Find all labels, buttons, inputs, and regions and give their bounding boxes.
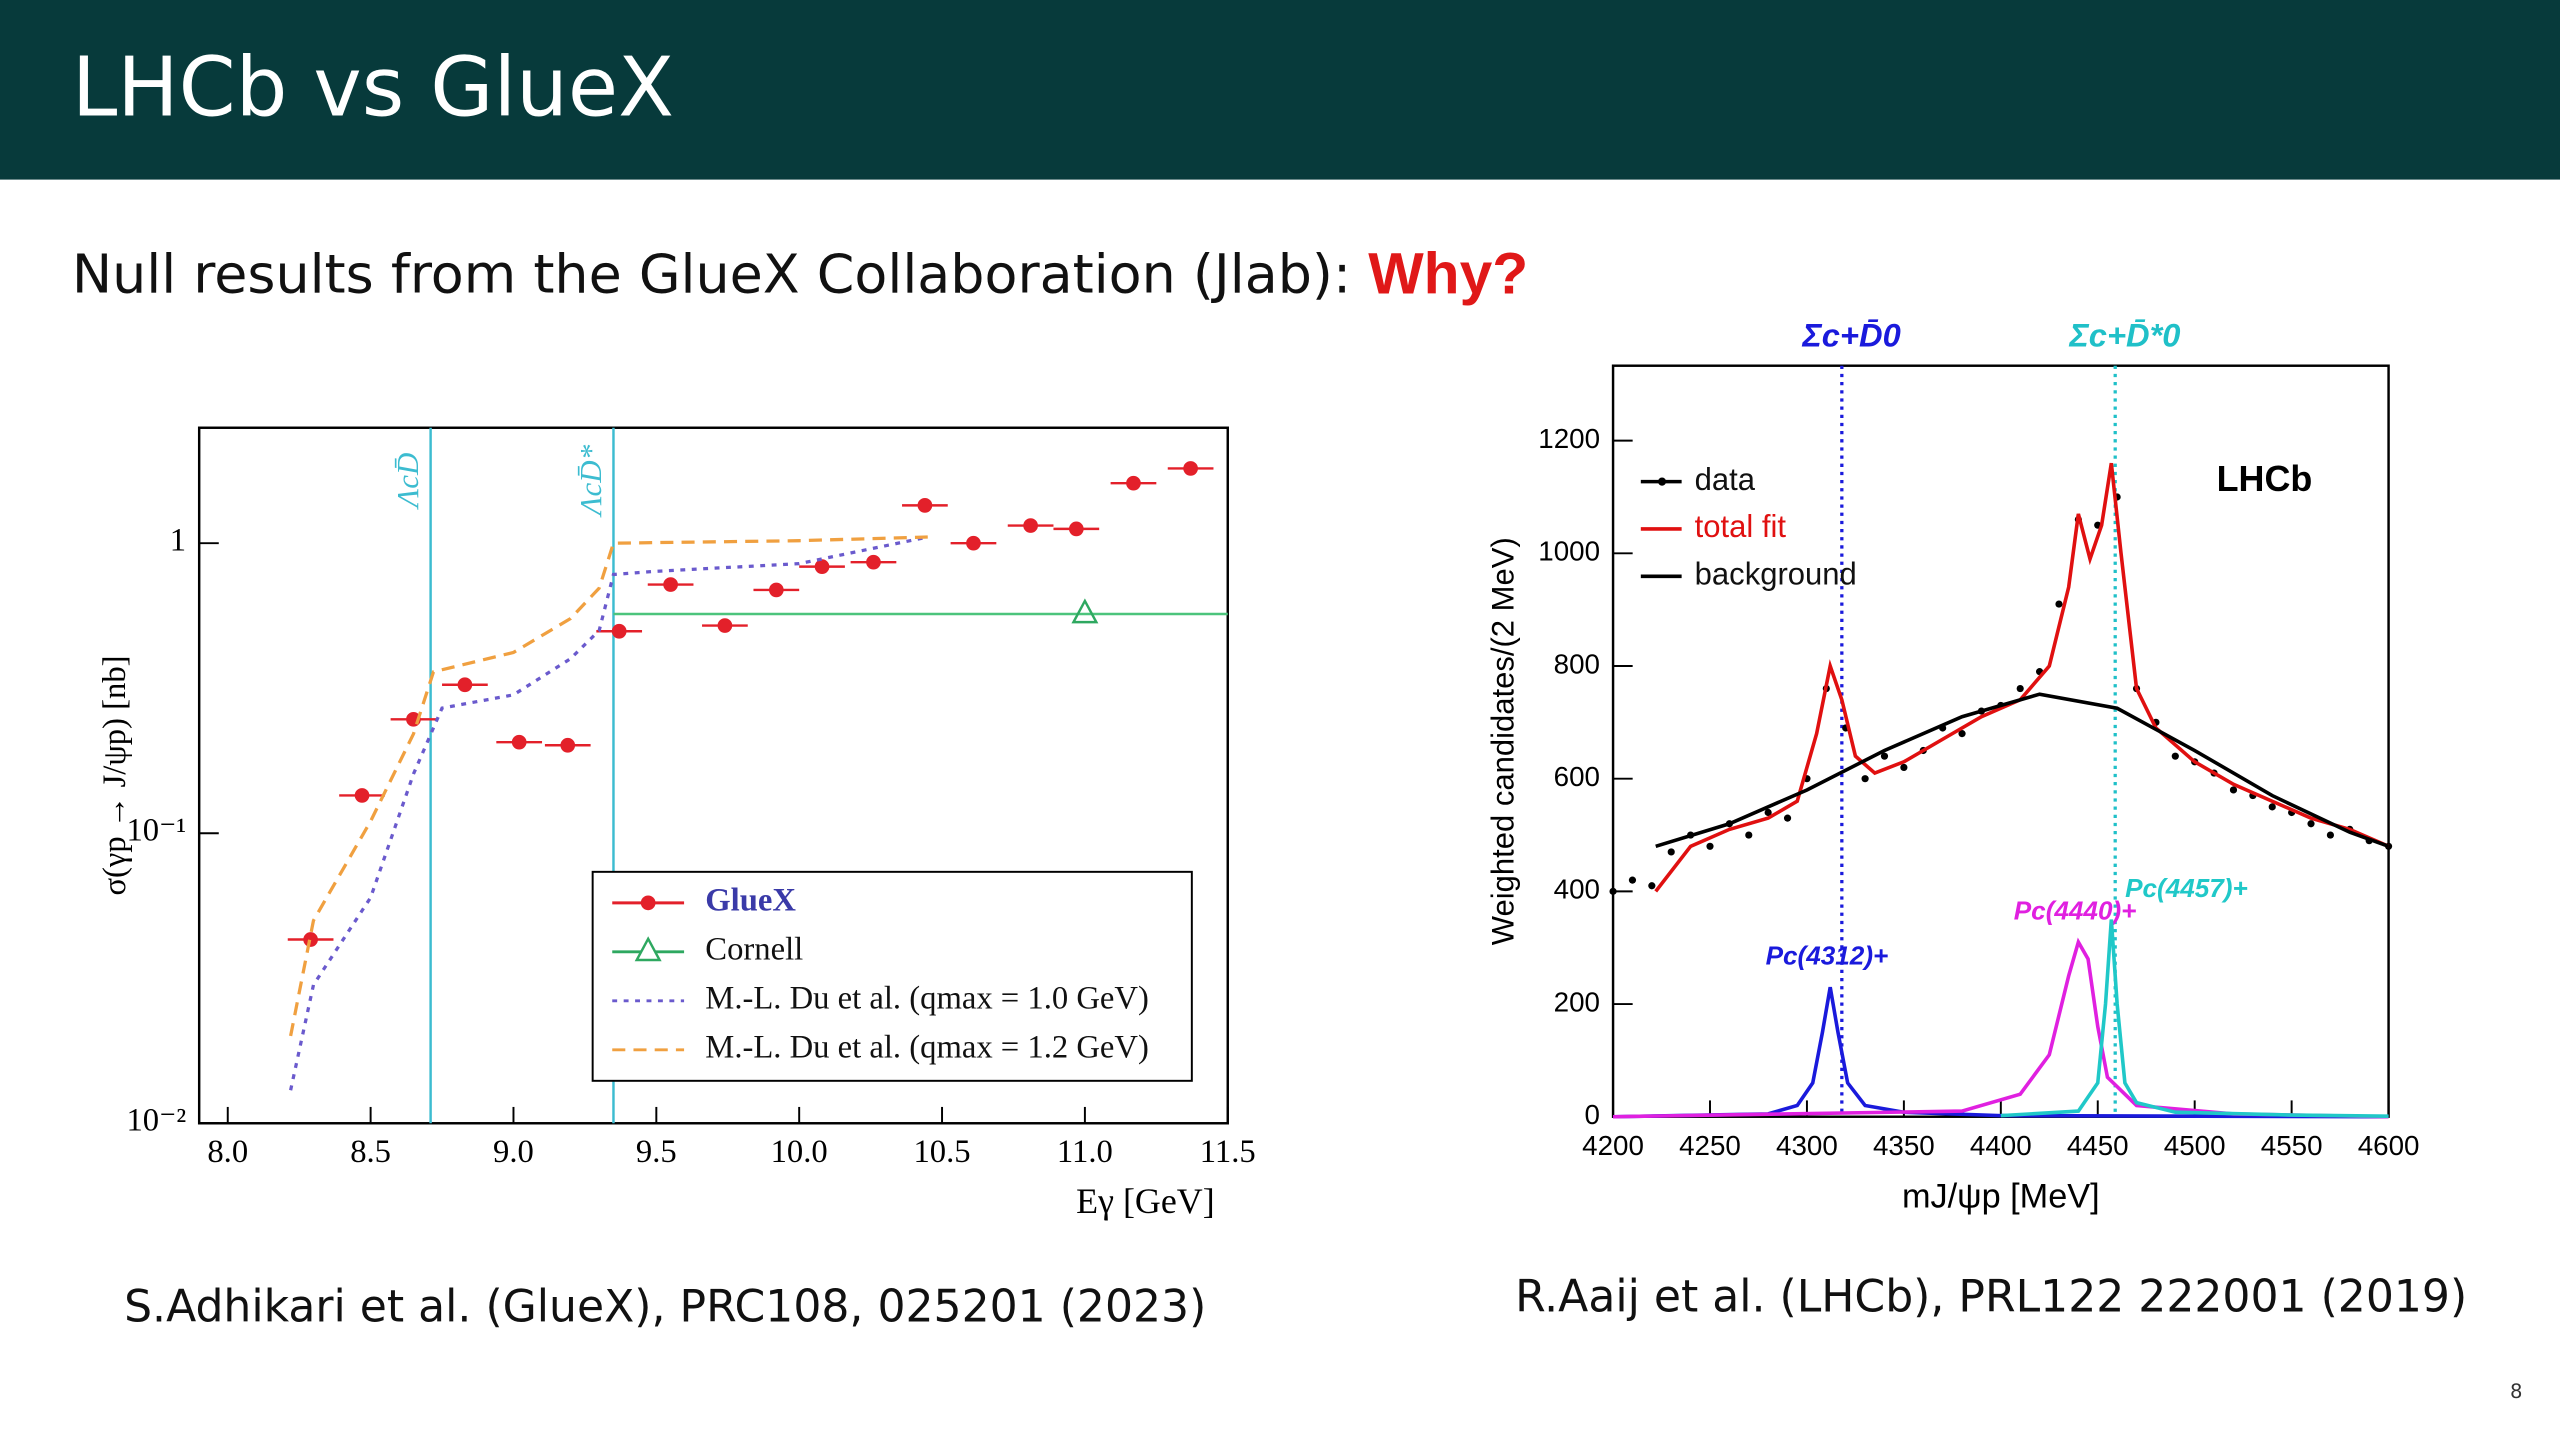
y-tick-label: 400: [1554, 874, 1600, 905]
data-point: [1861, 775, 1869, 783]
data-point: [1958, 730, 1966, 738]
data-point: [2171, 752, 2179, 760]
y-tick-label: 600: [1554, 761, 1600, 792]
x-tick-label: 9.0: [493, 1134, 534, 1170]
y-tick-label: 800: [1554, 648, 1600, 679]
peak-label: Pc(4457)+: [2125, 873, 2248, 903]
peak-label: Pc(4440)+: [2014, 896, 2137, 926]
x-tick-label: 4600: [2358, 1130, 2420, 1161]
caption: S.Adhikari et al. (GlueX), PRC108, 02520…: [124, 1281, 1206, 1332]
data-point: [1900, 763, 1908, 772]
plot-frame: [197, 426, 1229, 1125]
x-tick-label: 9.5: [636, 1134, 677, 1170]
legend-marker: [640, 895, 656, 911]
y-tick-label: 1000: [1538, 536, 1600, 567]
peak-label: Pc(4312)+: [1766, 941, 1889, 971]
subtitle-emphasis: Why?: [1368, 241, 1528, 306]
series-line: [1613, 986, 2389, 1119]
data-point: [2268, 803, 2276, 811]
chart: 8.0 8.5 9.0 9.5 10.0 10.5 11.0 11.5 10⁻² 10⁻¹ 1 Eγ …: [97, 426, 1256, 1221]
legend-marker: [634, 936, 662, 962]
data-point: [1609, 887, 1617, 895]
legend-label: M.-L. Du et al. (qmax = 1.0 GeV): [705, 980, 1149, 1016]
x-tick-label: 4550: [2261, 1130, 2323, 1161]
legend-label: GlueX: [705, 882, 796, 918]
y-tick-label: 10⁻²: [126, 1103, 186, 1139]
x-axis-label: Eγ [GeV]: [1076, 1181, 1215, 1221]
series-line: [1613, 937, 2389, 1119]
x-tick-label: 4450: [2067, 1130, 2129, 1161]
subtitle-text: Null results from the GlueX Collaboratio…: [72, 242, 1368, 305]
x-tick-label: 11.0: [1057, 1134, 1113, 1170]
x-tick-label: 4500: [2164, 1130, 2226, 1161]
series-line: [289, 535, 928, 1037]
legend-label: background: [1695, 557, 1857, 592]
chart: 4200 4250 4300 4350 4400 4450 4500 4550 4600 0 200…: [1485, 317, 2419, 1216]
legend-box: [591, 870, 1193, 1082]
x-tick-label: 4200: [1582, 1130, 1644, 1161]
slide-title: LHCb vs GlueX: [72, 41, 674, 136]
y-tick-label: 1: [170, 523, 186, 559]
data-point: [1783, 814, 1792, 822]
x-tick-label: 10.5: [913, 1134, 970, 1170]
reference-label: ΛcD̄: [390, 453, 425, 511]
legend-label: Cornell: [705, 931, 803, 967]
reference-label: ΛcD̄*: [573, 444, 608, 518]
legend-label: total fit: [1695, 509, 1787, 544]
data-point: [2016, 684, 2024, 693]
data-point: [1667, 848, 1675, 856]
y-axis-label: Weighted candidates/(2 MeV): [1485, 537, 1520, 945]
y-tick-label: 1200: [1538, 423, 1600, 454]
x-tick-label: 11.5: [1200, 1134, 1256, 1170]
x-tick-label: 8.0: [207, 1134, 248, 1170]
data-point: [1706, 842, 1714, 850]
data-point: [1880, 752, 1889, 760]
legend-label: data: [1695, 462, 1756, 497]
series-line: [1654, 462, 2390, 893]
caption: R.Aaij et al. (LHCb), PRL122 222001 (201…: [1515, 1272, 2467, 1323]
y-tick-label: 0: [1585, 1099, 1600, 1130]
data-point: [2307, 820, 2315, 828]
data-point: [1745, 831, 1753, 839]
data-point: [1648, 882, 1656, 890]
x-tick-label: 10.0: [771, 1134, 828, 1170]
header-bar: [0, 0, 2560, 180]
x-tick-label: 4250: [1679, 1130, 1741, 1161]
series-line: [2000, 919, 2389, 1118]
x-tick-label: 4300: [1776, 1130, 1838, 1161]
reference-label: Σc+D̄0: [1802, 317, 1901, 354]
data-point: [2055, 600, 2063, 608]
data-point: [1071, 598, 1099, 624]
x-tick-label: 4350: [1873, 1130, 1935, 1161]
x-tick-label: 4400: [1970, 1130, 2032, 1161]
legend-marker: [1657, 477, 1667, 486]
data-point: [2326, 831, 2334, 839]
x-tick-label: 8.5: [350, 1134, 391, 1170]
data-point: [1764, 808, 1772, 817]
series-line: [1655, 692, 2390, 849]
y-tick-label: 10⁻¹: [126, 813, 186, 849]
data-point: [2229, 786, 2238, 794]
subtitle: Null results from the GlueX Collaboratio…: [72, 241, 1528, 306]
legend-label: M.-L. Du et al. (qmax = 1.2 GeV): [705, 1029, 1149, 1065]
series-line: [289, 535, 929, 1091]
y-tick-label: 200: [1554, 986, 1600, 1017]
data-point: [1628, 876, 1637, 884]
x-axis-label: mJ/ψp [MeV]: [1902, 1177, 2100, 1215]
y-axis-label: σ(γp → J/ψp) [nb]: [97, 655, 133, 895]
reference-label: Σc+D̄*0: [2069, 317, 2181, 354]
annotation: LHCb: [2217, 458, 2313, 499]
page-number: 8: [2510, 1380, 2522, 1403]
